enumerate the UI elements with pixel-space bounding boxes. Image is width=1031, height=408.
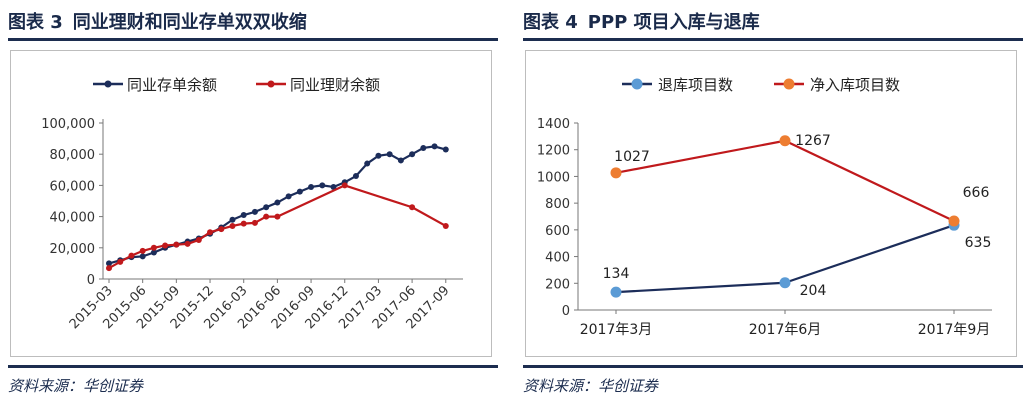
data-point <box>162 242 169 249</box>
data-point <box>330 183 337 190</box>
legend-swatch-marker <box>104 80 112 88</box>
data-point <box>442 146 449 153</box>
data-point <box>285 193 292 200</box>
figure-title: 图表 4 PPP 项目入库与退库 <box>523 8 760 34</box>
legend-label: 退库项目数 <box>658 76 733 94</box>
y-tick-label: 1400 <box>537 117 570 132</box>
data-point <box>409 151 416 158</box>
y-tick-label: 400 <box>545 251 570 266</box>
data-point <box>308 183 315 190</box>
data-point <box>106 260 112 267</box>
data-label: 1267 <box>795 133 831 149</box>
x-tick-label: 2017年3月 <box>580 322 653 338</box>
data-point <box>341 182 348 189</box>
data-point <box>274 199 281 206</box>
line-chart-ppp: 0 200 400 600 800 1000 1200 1400 2017年3月 2017年6月 2… <box>537 76 992 338</box>
line-chart-interbank: 020,00040,00060,00080,000100,0002015-032… <box>41 76 463 332</box>
data-point <box>139 253 146 260</box>
legend-label: 同业存单余额 <box>127 76 217 94</box>
data-point <box>184 240 191 247</box>
y-tick-label: 600 <box>545 224 570 239</box>
data-label: 635 <box>965 235 992 251</box>
x-tick-label: 2017年9月 <box>918 322 991 338</box>
y-tick-label: 200 <box>545 277 570 292</box>
chart-frame: 0 200 400 600 800 1000 1200 1400 2017年3月 2017年6月 2… <box>525 50 1017 357</box>
source-note: 资料来源：华创证券 <box>523 377 659 395</box>
data-point <box>150 249 157 256</box>
source-note: 资料来源：华创证券 <box>8 377 144 395</box>
data-point <box>263 204 270 211</box>
figure-3: 图表 3 同业理财和同业存单双双收缩 0 20,000 40,000 60,000 80,… <box>8 0 498 408</box>
figure-label: 图表 3 <box>8 12 63 33</box>
data-point <box>150 244 157 251</box>
source-rule <box>523 365 1023 368</box>
data-label: 134 <box>603 266 630 282</box>
data-point <box>779 277 791 289</box>
data-point <box>251 219 258 226</box>
y-tick-label: 40,000 <box>50 211 96 226</box>
data-point <box>195 237 202 243</box>
data-point <box>948 215 960 227</box>
legend-label: 净入库项目数 <box>810 76 900 94</box>
x-tick-label: 2017年6月 <box>749 322 822 338</box>
data-point <box>420 144 427 151</box>
data-point <box>274 213 281 220</box>
legend-swatch-marker <box>783 78 795 90</box>
data-point <box>218 226 225 233</box>
data-point <box>296 188 303 195</box>
data-label: 1027 <box>614 149 650 165</box>
legend-swatch-marker <box>267 80 275 88</box>
figure-title: 图表 3 同业理财和同业存单双双收缩 <box>8 8 307 34</box>
y-tick-label: 60,000 <box>50 179 96 194</box>
data-point <box>375 152 382 159</box>
figure-title-text: PPP 项目入库与退库 <box>587 12 760 33</box>
data-point <box>386 151 393 158</box>
data-point <box>409 204 416 211</box>
series-line-2 <box>615 139 955 223</box>
data-label: 666 <box>963 185 990 201</box>
data-point <box>117 258 124 265</box>
data-point <box>610 167 622 179</box>
legend-swatch-marker <box>631 78 643 90</box>
data-point <box>442 222 449 229</box>
legend-label: 同业理财余额 <box>290 76 380 94</box>
y-tick-label: 0 <box>87 273 95 288</box>
figure-4: 图表 4 PPP 项目入库与退库 0 200 400 600 800 1000 1200 140… <box>523 0 1023 408</box>
y-tick-label: 100,000 <box>41 117 95 132</box>
title-rule <box>523 38 1023 41</box>
data-point <box>352 173 359 180</box>
data-point <box>240 212 247 219</box>
data-point <box>610 286 622 298</box>
data-point <box>229 222 236 229</box>
data-point <box>251 208 258 215</box>
data-point <box>139 247 146 254</box>
data-point <box>173 241 180 248</box>
y-tick-label: 20,000 <box>50 242 96 257</box>
figure-title-text: 同业理财和同业存单双双收缩 <box>72 12 307 33</box>
data-point <box>106 265 112 272</box>
data-point <box>397 157 404 164</box>
y-tick-label: 800 <box>545 197 570 212</box>
data-point <box>240 220 247 227</box>
data-point <box>229 216 236 223</box>
figure-label: 图表 4 <box>523 12 578 33</box>
chart-frame: 0 20,000 40,000 60,000 80,000 100,000 2015-03 2… <box>10 50 492 357</box>
data-point <box>207 229 214 236</box>
y-tick-label: 1200 <box>537 144 570 159</box>
y-tick-label: 1000 <box>537 170 570 185</box>
data-label: 204 <box>800 283 827 299</box>
data-point <box>263 213 270 220</box>
data-point <box>364 160 371 167</box>
data-point <box>128 252 135 259</box>
data-point <box>319 182 326 189</box>
data-point <box>431 143 438 150</box>
series-line-2 <box>108 184 447 270</box>
data-point <box>779 135 791 147</box>
source-rule <box>8 365 498 368</box>
y-tick-label: 0 <box>562 304 570 319</box>
title-rule <box>8 38 498 41</box>
y-tick-label: 80,000 <box>50 148 96 163</box>
